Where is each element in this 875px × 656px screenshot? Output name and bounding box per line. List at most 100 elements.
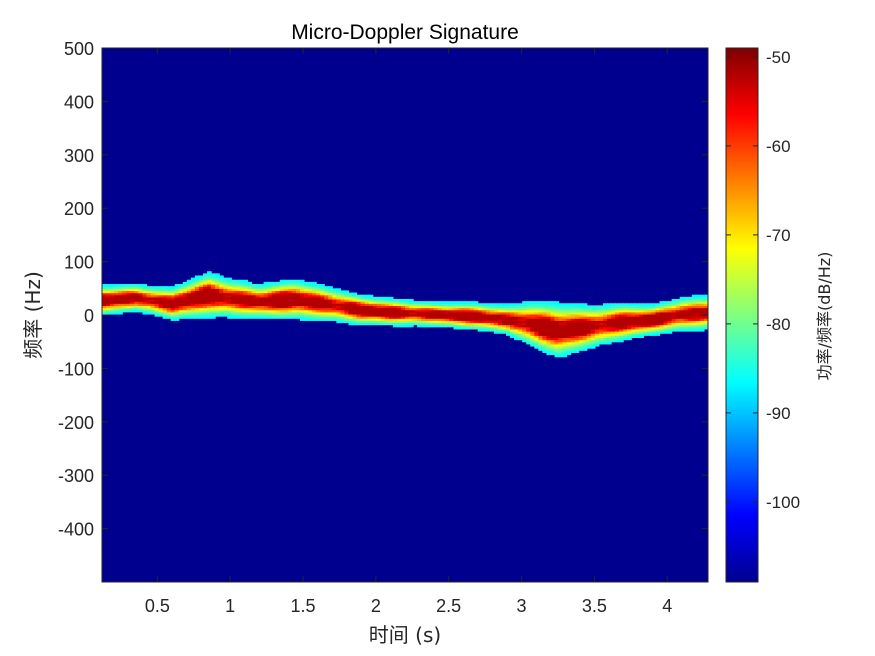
heatmap-cell: [336, 309, 341, 313]
heatmap-cell: [413, 311, 418, 315]
heatmap-cell: [198, 309, 204, 313]
heatmap-cell: [291, 298, 297, 302]
heatmap-cell: [332, 301, 337, 304]
heatmap-cell: [562, 333, 568, 336]
heatmap-cell: [550, 320, 556, 324]
heatmap-cell: [352, 309, 358, 313]
heatmap-cell: [130, 286, 135, 289]
heatmap-cell: [679, 320, 685, 324]
heatmap-cell: [146, 307, 152, 311]
heatmap-cell: [481, 324, 487, 328]
heatmap-cell: [328, 294, 333, 298]
heatmap-cell: [215, 286, 220, 289]
heatmap-cell: [223, 307, 228, 311]
heatmap-cell: [170, 309, 176, 313]
heatmap-cell: [578, 324, 584, 328]
heatmap-cell: [554, 328, 560, 332]
heatmap-cell: [643, 316, 648, 319]
heatmap-cell: [190, 288, 196, 292]
heatmap-cell: [526, 339, 531, 343]
heatmap-cell: [469, 322, 475, 326]
heatmap-cell: [154, 301, 160, 304]
heatmap-cell: [312, 286, 317, 289]
heatmap-cell: [659, 326, 665, 330]
heatmap-cell: [291, 281, 297, 285]
heatmap-cell: [162, 296, 168, 300]
heatmap-cell: [534, 311, 539, 315]
heatmap-cell: [554, 322, 560, 326]
heatmap-cell: [526, 322, 531, 326]
heatmap-cell: [546, 337, 552, 341]
heatmap-cell: [267, 301, 273, 304]
heatmap-cell: [631, 313, 636, 317]
heatmap-cell: [170, 294, 176, 298]
heatmap-cell: [449, 305, 455, 309]
heatmap-cell: [106, 301, 111, 304]
heatmap-cell: [182, 316, 188, 319]
heatmap-cell: [554, 313, 560, 317]
heatmap-cell: [194, 292, 200, 296]
heatmap-cell: [586, 326, 592, 330]
heatmap-cell: [158, 298, 164, 302]
heatmap-cell: [271, 298, 277, 302]
heatmap-cell: [501, 322, 507, 326]
heatmap-cell: [671, 316, 677, 319]
heatmap-cell: [336, 290, 341, 294]
heatmap-cell: [695, 294, 701, 298]
heatmap-cell: [562, 305, 568, 309]
heatmap-cell: [291, 286, 297, 289]
heatmap-cell: [598, 326, 604, 330]
heatmap-cell: [279, 286, 285, 289]
heatmap-cell: [388, 307, 394, 311]
heatmap-cell: [283, 307, 289, 311]
heatmap-cell: [287, 294, 293, 298]
heatmap-cell: [477, 311, 483, 315]
heatmap-cell: [699, 305, 705, 309]
heatmap-cell: [227, 307, 232, 311]
heatmap-cell: [295, 294, 301, 298]
heatmap-cell: [190, 307, 196, 311]
heatmap-cell: [158, 303, 164, 306]
heatmap-cell: [546, 324, 552, 328]
heatmap-cell: [239, 307, 244, 311]
heatmap-cell: [126, 286, 131, 289]
heatmap-cell: [582, 331, 588, 334]
heatmap-cell: [174, 286, 180, 289]
heatmap-cell: [223, 281, 228, 285]
heatmap-cell: [162, 303, 168, 306]
heatmap-cell: [647, 309, 653, 313]
heatmap-cell: [530, 324, 535, 328]
heatmap-cell: [675, 320, 681, 324]
heatmap-cell: [639, 307, 644, 311]
heatmap-cell: [158, 286, 164, 289]
heatmap-cell: [316, 288, 321, 292]
heatmap-cell: [332, 296, 337, 300]
heatmap-cell: [231, 301, 236, 304]
heatmap-cell: [304, 311, 309, 315]
heatmap-cell: [194, 281, 200, 285]
heatmap-cell: [166, 290, 172, 294]
heatmap-cell: [542, 320, 547, 324]
heatmap-cell: [235, 307, 240, 311]
heatmap-cell: [695, 305, 701, 309]
heatmap-cell: [643, 309, 648, 313]
heatmap-cell: [522, 313, 527, 317]
heatmap-cell: [663, 328, 669, 332]
heatmap-cell: [316, 290, 321, 294]
heatmap-cell: [570, 337, 576, 341]
heatmap-cell: [643, 333, 648, 336]
heatmap-cell: [413, 313, 418, 317]
y-tick-label: -300: [58, 466, 94, 486]
heatmap-cell: [659, 331, 665, 334]
heatmap-cell: [538, 320, 543, 324]
heatmap-cell: [380, 311, 386, 315]
heatmap-cell: [118, 298, 123, 302]
heatmap-cell: [102, 284, 107, 287]
heatmap-cell: [623, 307, 628, 311]
heatmap-cell: [445, 307, 451, 311]
heatmap-cell: [211, 303, 216, 306]
heatmap-cell: [243, 311, 249, 315]
heatmap-cell: [259, 286, 265, 289]
heatmap-cell: [647, 331, 653, 334]
heatmap-cell: [510, 313, 515, 317]
